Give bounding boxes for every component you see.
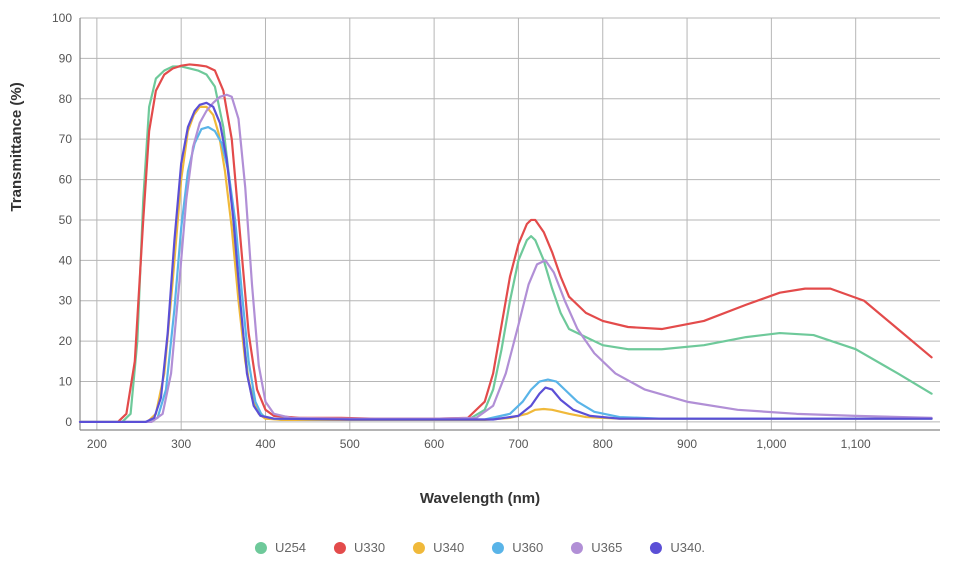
legend-item-u340.: U340. (650, 540, 705, 555)
y-tick-label: 50 (59, 213, 73, 227)
legend-dot (571, 542, 583, 554)
legend-item-u330: U330 (334, 540, 385, 555)
x-tick-label: 700 (508, 437, 528, 451)
legend-label: U254 (275, 540, 306, 555)
legend-label: U365 (591, 540, 622, 555)
legend-item-u360: U360 (492, 540, 543, 555)
legend-dot (413, 542, 425, 554)
x-tick-label: 300 (171, 437, 191, 451)
legend-dot (650, 542, 662, 554)
chart-container: Transmittance (%) 2003004005006007008009… (0, 0, 960, 586)
x-tick-label: 500 (340, 437, 360, 451)
y-axis-label: Transmittance (%) (8, 82, 25, 211)
y-tick-label: 40 (59, 253, 73, 267)
x-tick-label: 1,100 (841, 437, 871, 451)
x-tick-label: 900 (677, 437, 697, 451)
legend-label: U340. (670, 540, 705, 555)
legend-label: U360 (512, 540, 543, 555)
x-tick-label: 1,000 (756, 437, 786, 451)
y-tick-label: 20 (59, 334, 73, 348)
legend-item-u254: U254 (255, 540, 306, 555)
y-tick-label: 30 (59, 294, 73, 308)
legend-dot (255, 542, 267, 554)
legend-item-u365: U365 (571, 540, 622, 555)
y-tick-label: 100 (52, 11, 72, 25)
legend-dot (334, 542, 346, 554)
legend-label: U340 (433, 540, 464, 555)
legend-dot (492, 542, 504, 554)
y-tick-label: 60 (59, 173, 73, 187)
x-axis-label: Wavelength (nm) (420, 490, 540, 507)
legend-item-u340: U340 (413, 540, 464, 555)
x-tick-label: 800 (593, 437, 613, 451)
legend: U254 U330 U340 U360 U365 U340. (255, 540, 705, 555)
y-tick-label: 90 (59, 51, 73, 65)
chart-svg: 200 300 400 500 600 700 800 900 1,000 1,100 0 10 20 3… (0, 0, 960, 460)
y-tick-label: 80 (59, 92, 73, 106)
y-tick-label: 70 (59, 132, 73, 146)
legend-label: U330 (354, 540, 385, 555)
y-tick-label: 10 (59, 375, 73, 389)
x-tick-label: 200 (87, 437, 107, 451)
y-tick-label: 0 (65, 415, 72, 429)
x-tick-label: 600 (424, 437, 444, 451)
x-tick-label: 400 (255, 437, 275, 451)
